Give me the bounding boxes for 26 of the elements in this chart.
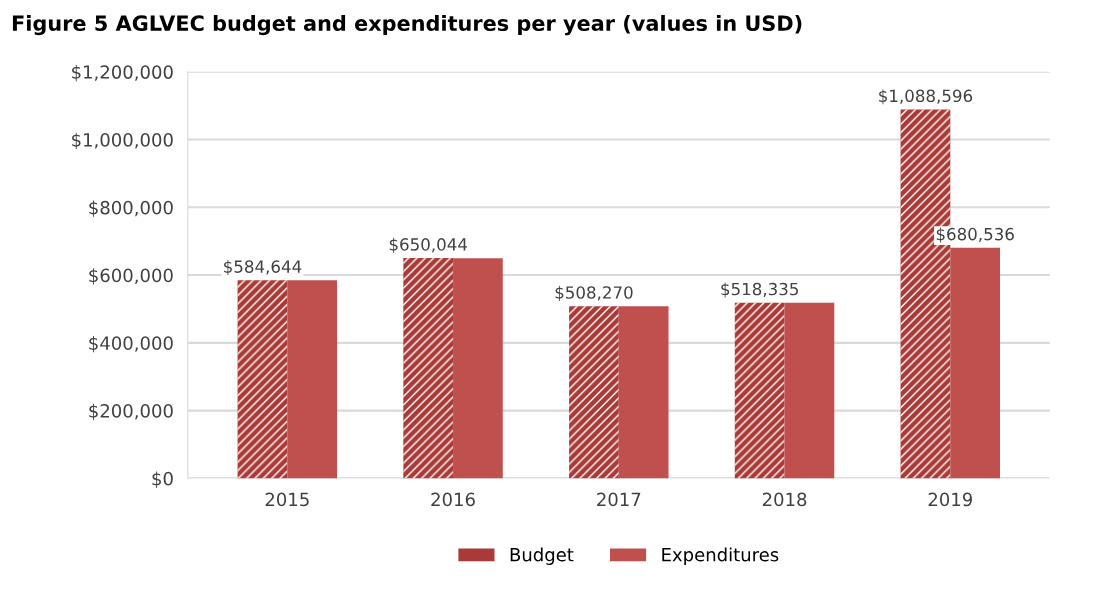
data-label: $508,270 xyxy=(555,285,633,301)
y-tick-label: $800,000 xyxy=(89,200,173,217)
x-tick-label: 2018 xyxy=(762,492,807,507)
y-tick-label: $1,000,000 xyxy=(72,132,173,150)
bar xyxy=(784,302,835,479)
bar xyxy=(950,247,1001,479)
bar xyxy=(453,258,503,479)
data-label: $650,044 xyxy=(389,237,468,253)
x-tick-label: 2015 xyxy=(265,492,309,507)
data-label: $518,335 xyxy=(721,282,798,298)
data-label: $680,536 xyxy=(936,227,1014,243)
y-tick-label: $200,000 xyxy=(89,403,173,421)
data-label: $584,644 xyxy=(224,259,302,276)
x-tick-label: 2019 xyxy=(928,492,973,507)
chart-title: Figure 5 AGLVEC budget and expenditures per year (values in USD) xyxy=(12,14,802,36)
x-tick-label: 2017 xyxy=(597,492,641,507)
y-tick-label: $0 xyxy=(152,471,173,488)
legend-label: Budget xyxy=(510,547,574,565)
x-tick-label: 2016 xyxy=(431,492,475,507)
legend-label: Expenditures xyxy=(662,547,779,565)
y-tick-label: $400,000 xyxy=(89,335,173,353)
bar xyxy=(618,306,669,479)
data-label: $1,088,596 xyxy=(879,89,973,105)
y-tick-label: $600,000 xyxy=(89,268,173,285)
y-tick-label: $1,200,000 xyxy=(72,64,173,82)
bar xyxy=(287,280,338,479)
